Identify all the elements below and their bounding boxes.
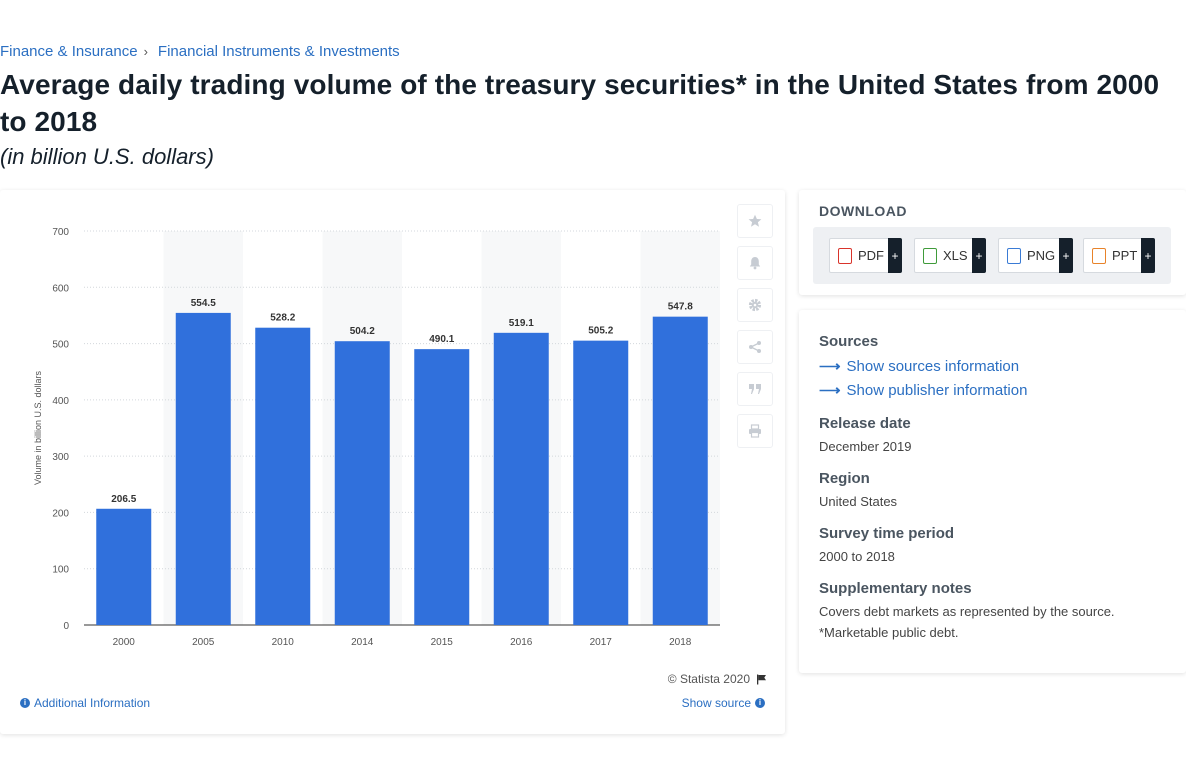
download-ppt-label: PPT	[1112, 248, 1138, 263]
download-bar: PDF + XLS + PNG + PPT +	[813, 227, 1171, 284]
y-axis-label: Volume in billion U.S. dollars	[33, 370, 43, 485]
download-ppt-plus: +	[1141, 238, 1155, 273]
bar-value-label: 547.8	[668, 302, 693, 313]
x-tick-label: 2016	[510, 637, 533, 648]
page-title: Average daily trading volume of the trea…	[0, 69, 1160, 137]
x-tick-label: 2017	[590, 637, 613, 648]
chart-card: 0 100 200 300 400 500 600 700 Volume in billion …	[0, 190, 785, 734]
star-icon	[748, 214, 762, 227]
share-icon	[749, 341, 761, 353]
supplementary-notes-line1: Covers debt markets as represented by th…	[819, 604, 1115, 619]
bar-value-label: 206.5	[111, 494, 136, 505]
download-png-plus: +	[1059, 238, 1073, 273]
show-publisher-link[interactable]: ⟶ Show publisher information	[819, 381, 1028, 400]
bar	[334, 341, 390, 625]
show-sources-link[interactable]: ⟶ Show sources information	[819, 357, 1020, 376]
bar	[414, 349, 470, 625]
additional-information-link[interactable]: i Additional Information	[20, 696, 150, 710]
bar	[96, 508, 152, 625]
download-pdf-button[interactable]: PDF +	[829, 238, 902, 273]
arrow-right-icon: ⟶	[819, 358, 841, 375]
pdf-file-icon	[838, 247, 852, 264]
info-icon: i	[755, 698, 765, 708]
bar-value-label: 519.1	[509, 318, 534, 329]
survey-period-heading: Survey time period	[819, 525, 955, 542]
flag-icon[interactable]	[756, 674, 767, 685]
supplementary-notes-line2: *Marketable public debt.	[819, 625, 959, 640]
bar-chart: 0 100 200 300 400 500 600 700 Volume in billion …	[33, 227, 720, 648]
y-tick-label: 100	[52, 565, 69, 576]
copyright-text: © Statista 2020	[667, 672, 750, 686]
show-sources-label: Show sources information	[846, 357, 1020, 375]
bar	[175, 312, 231, 625]
x-tick-label: 2000	[113, 637, 136, 648]
download-png-button[interactable]: PNG +	[998, 238, 1073, 273]
survey-period-value: 2000 to 2018	[819, 549, 895, 564]
region-value: United States	[819, 494, 898, 509]
bar-value-label: 554.5	[191, 298, 216, 309]
download-title: DOWNLOAD	[819, 203, 907, 219]
release-date-heading: Release date	[819, 415, 911, 432]
favorite-button[interactable]	[737, 204, 773, 238]
release-date-value: December 2019	[819, 439, 912, 454]
png-file-icon	[1007, 247, 1021, 264]
notification-button[interactable]	[737, 246, 773, 280]
x-tick-label: 2014	[351, 637, 374, 648]
y-tick-label: 200	[52, 508, 69, 519]
bar	[573, 340, 629, 625]
y-tick-label: 500	[52, 340, 69, 351]
show-source-label: Show source	[681, 696, 751, 710]
y-tick-label: 600	[52, 283, 69, 294]
y-tick-label: 0	[63, 621, 69, 632]
bar	[255, 327, 311, 625]
statistic-details-card: Sources ⟶ Show sources information ⟶ Sho…	[799, 310, 1186, 673]
cite-button[interactable]	[737, 372, 773, 406]
supplementary-notes-heading: Supplementary notes	[819, 580, 972, 597]
download-xls-plus: +	[972, 238, 986, 273]
download-xls-label: XLS	[943, 248, 968, 263]
chart-copyright: © Statista 2020	[668, 672, 767, 686]
x-tick-label: 2018	[669, 637, 692, 648]
breadcrumb-item-instruments[interactable]: Financial Instruments & Investments	[157, 43, 400, 60]
bar	[652, 316, 708, 625]
xls-file-icon	[923, 247, 937, 264]
additional-information-label: Additional Information	[34, 696, 151, 710]
info-icon: i	[20, 698, 30, 708]
show-publisher-label: Show publisher information	[846, 381, 1028, 399]
print-icon	[749, 424, 761, 438]
show-source-link[interactable]: Show source i	[682, 696, 765, 710]
bell-icon	[749, 257, 761, 270]
download-pdf-label: PDF	[858, 248, 884, 263]
y-tick-label: 400	[52, 396, 69, 407]
download-xls-button[interactable]: XLS +	[914, 238, 986, 273]
region-heading: Region	[819, 470, 870, 487]
ppt-file-icon	[1092, 247, 1106, 264]
x-tick-label: 2015	[431, 637, 454, 648]
page-subtitle: (in billion U.S. dollars)	[0, 144, 214, 169]
bar-value-label: 505.2	[588, 326, 613, 337]
bar	[493, 332, 549, 625]
sources-heading: Sources	[819, 333, 879, 350]
print-button[interactable]	[737, 414, 773, 448]
download-pdf-plus: +	[888, 238, 902, 273]
gear-icon	[748, 298, 762, 312]
settings-button[interactable]	[737, 288, 773, 322]
bar-value-label: 490.1	[429, 334, 454, 345]
y-tick-label: 300	[52, 452, 69, 463]
breadcrumb-separator: ›	[143, 44, 148, 59]
share-button[interactable]	[737, 330, 773, 364]
download-ppt-button[interactable]: PPT +	[1083, 238, 1155, 273]
y-tick-label: 700	[52, 227, 69, 238]
chart-toolbar	[737, 204, 773, 448]
download-card: DOWNLOAD PDF + XLS + PNG + PPT +	[799, 190, 1186, 295]
bar-value-label: 504.2	[350, 326, 375, 337]
breadcrumb: Finance & Insurance › Financial Instrume…	[0, 43, 400, 60]
x-tick-label: 2005	[192, 637, 215, 648]
x-tick-label: 2010	[272, 637, 295, 648]
download-png-label: PNG	[1027, 248, 1056, 263]
bar-value-label: 528.2	[270, 313, 295, 324]
breadcrumb-item-finance[interactable]: Finance & Insurance	[0, 43, 138, 60]
arrow-right-icon: ⟶	[819, 382, 841, 399]
quote-icon	[749, 384, 761, 394]
